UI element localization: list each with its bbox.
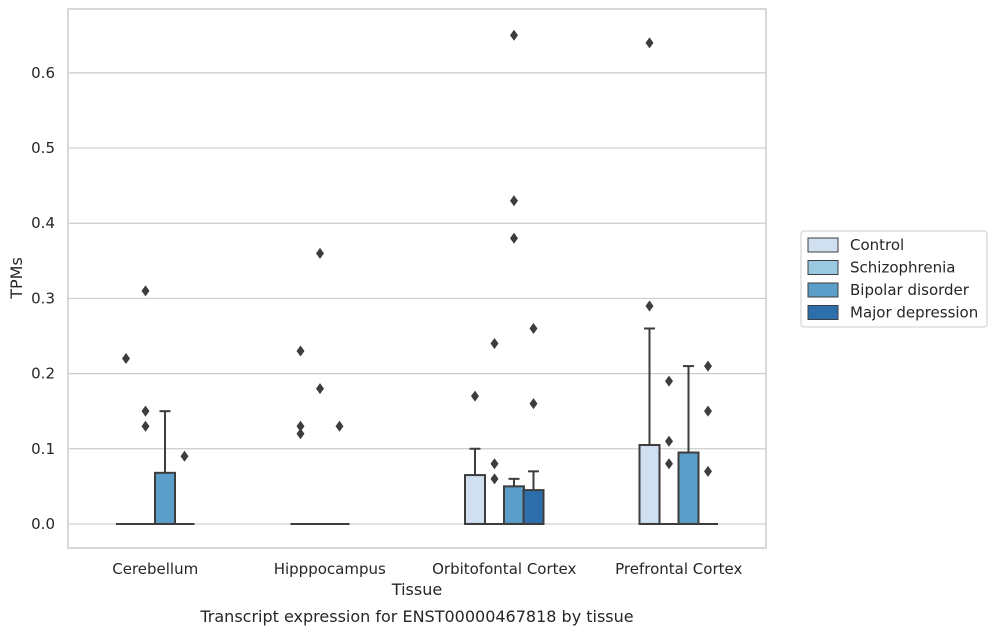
- box-group: [698, 360, 718, 525]
- box: [464, 474, 486, 525]
- outlier-point: [296, 345, 305, 357]
- outlier-point: [510, 195, 518, 207]
- outlier-point: [141, 405, 150, 417]
- legend-label: Bipolar disorder: [850, 281, 970, 299]
- outlier-point: [665, 458, 673, 470]
- outlier-point: [490, 473, 499, 485]
- outlier-point: [141, 285, 150, 297]
- y-axis-label: TPMs: [7, 257, 26, 300]
- box-group: [290, 345, 311, 525]
- outlier-point: [704, 465, 712, 477]
- legend-swatch: [807, 260, 839, 275]
- outlier-point: [296, 420, 305, 432]
- outlier-point: [529, 398, 538, 410]
- y-tick-label: 0.3: [31, 289, 55, 307]
- y-tick-label: 0.1: [31, 440, 55, 458]
- box-group: [464, 390, 486, 525]
- y-tick-label: 0.4: [31, 214, 55, 232]
- legend: Control Schizophrenia Bipolar disorder Majo…: [800, 230, 988, 328]
- box-group: [503, 29, 525, 525]
- outlier-point: [490, 338, 499, 350]
- legend-swatch: [807, 282, 839, 298]
- legend-swatch: [807, 305, 839, 320]
- outlier-point: [316, 383, 324, 395]
- box: [638, 444, 661, 525]
- outlier-point: [296, 428, 305, 440]
- x-tick-label: Hipppocampus: [274, 560, 386, 578]
- outlier-point: [490, 458, 499, 470]
- box-group: [329, 420, 350, 525]
- box-group: [310, 247, 330, 525]
- outlier-point: [529, 322, 538, 334]
- outlier-point: [180, 450, 189, 462]
- legend-frame: [800, 230, 988, 328]
- y-tick-label: 0.0: [31, 515, 55, 533]
- box-layer: [116, 29, 718, 525]
- grid-lines: [68, 72, 766, 525]
- outlier-point: [122, 353, 130, 365]
- box: [503, 485, 525, 525]
- outlier-point: [704, 405, 712, 417]
- box: [154, 471, 176, 525]
- outlier-point: [316, 247, 324, 259]
- box-group: [154, 410, 176, 525]
- box-group: [135, 285, 156, 525]
- legend-label: Control: [850, 236, 904, 254]
- box-group: [484, 338, 505, 525]
- y-tick-labels: 0.0 0.1 0.2 0.3 0.4 0.5 0.6: [31, 64, 55, 533]
- outlier-point: [141, 420, 150, 432]
- outlier-point: [665, 375, 673, 387]
- y-tick-label: 0.5: [31, 139, 55, 157]
- x-tick-labels: Cerebellum Hipppocampus Orbitofontal Corte…: [112, 560, 742, 578]
- outlier-point: [510, 29, 518, 41]
- box-group: [174, 450, 195, 525]
- x-tick-label: Orbitofontal Cortex: [432, 560, 576, 578]
- box-group: [116, 353, 136, 525]
- box: [522, 489, 545, 525]
- x-tick-label: Cerebellum: [112, 560, 198, 578]
- outlier-point: [335, 420, 344, 432]
- x-axis-label: Tissue: [391, 580, 442, 599]
- outlier-point: [471, 390, 479, 402]
- y-tick-label: 0.6: [31, 64, 55, 82]
- box: [677, 451, 700, 525]
- legend-items: Control Schizophrenia Bipolar disorder Majo…: [807, 236, 978, 322]
- chart-title: Transcript expression for ENST0000046781…: [199, 607, 633, 626]
- legend-label: Major depression: [850, 304, 978, 322]
- outlier-point: [510, 232, 518, 244]
- box-group: [638, 37, 661, 525]
- box-group: [677, 365, 700, 525]
- outlier-point: [704, 360, 712, 372]
- plot-frame: [67, 8, 767, 549]
- x-tick-label: Prefrontal Cortex: [615, 560, 742, 578]
- outlier-point: [645, 300, 654, 312]
- outlier-point: [665, 435, 673, 447]
- legend-label: Schizophrenia: [850, 259, 955, 277]
- outlier-point: [645, 37, 654, 49]
- box-group: [659, 375, 679, 525]
- y-tick-label: 0.2: [31, 365, 55, 383]
- legend-swatch: [807, 237, 839, 253]
- box-group: [522, 322, 545, 525]
